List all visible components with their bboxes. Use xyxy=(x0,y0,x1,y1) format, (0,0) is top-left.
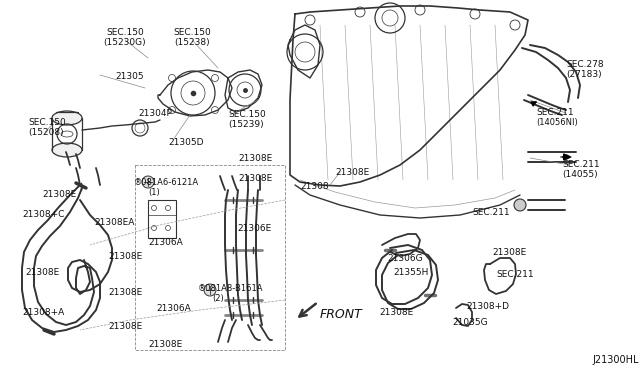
Text: 21308+A: 21308+A xyxy=(22,308,64,317)
Circle shape xyxy=(470,9,480,19)
Text: 21308E: 21308E xyxy=(42,190,76,199)
Text: SEC.278: SEC.278 xyxy=(566,60,604,69)
Text: 21306A: 21306A xyxy=(156,304,191,313)
Bar xyxy=(148,200,176,238)
Text: 21308E: 21308E xyxy=(379,308,413,317)
Ellipse shape xyxy=(52,111,82,125)
Text: 21308E: 21308E xyxy=(108,252,142,261)
Text: (15239): (15239) xyxy=(228,120,264,129)
Text: (2): (2) xyxy=(212,294,224,303)
Text: SEC.150: SEC.150 xyxy=(228,110,266,119)
Text: 21306E: 21306E xyxy=(237,224,271,233)
Text: 21308E: 21308E xyxy=(335,168,369,177)
Text: 21308+D: 21308+D xyxy=(466,302,509,311)
Circle shape xyxy=(355,7,365,17)
Text: (1): (1) xyxy=(148,188,160,197)
Text: FRONT: FRONT xyxy=(320,308,363,321)
Circle shape xyxy=(415,5,425,15)
Text: ®081A6-6121A: ®081A6-6121A xyxy=(134,178,199,187)
Text: SEC.211: SEC.211 xyxy=(496,270,534,279)
Text: 21308E: 21308E xyxy=(492,248,526,257)
Text: SEC.211: SEC.211 xyxy=(536,108,573,117)
Text: (27183): (27183) xyxy=(566,70,602,79)
Text: 21306A: 21306A xyxy=(148,238,183,247)
Text: 21308+C: 21308+C xyxy=(22,210,65,219)
Circle shape xyxy=(305,15,315,25)
Text: 21355H: 21355H xyxy=(393,268,428,277)
Text: 21308E: 21308E xyxy=(238,154,272,163)
Text: SEC.150: SEC.150 xyxy=(28,118,66,127)
Text: 21305: 21305 xyxy=(115,72,143,81)
Text: J21300HL: J21300HL xyxy=(592,355,639,365)
Circle shape xyxy=(142,176,154,188)
Text: SEC.211: SEC.211 xyxy=(562,160,600,169)
Circle shape xyxy=(514,199,526,211)
Text: 21308E: 21308E xyxy=(25,268,60,277)
Text: ®081A8-B161A: ®081A8-B161A xyxy=(198,284,264,293)
Text: 21308E: 21308E xyxy=(108,322,142,331)
Text: 21308: 21308 xyxy=(300,182,328,191)
Text: 21305D: 21305D xyxy=(168,138,204,147)
Ellipse shape xyxy=(52,143,82,157)
Text: (15208): (15208) xyxy=(28,128,63,137)
Circle shape xyxy=(204,284,216,296)
Text: 21308E: 21308E xyxy=(108,288,142,297)
Text: SEC.150: SEC.150 xyxy=(173,28,211,37)
Text: (15238): (15238) xyxy=(174,38,210,47)
Text: 21306G: 21306G xyxy=(387,254,422,263)
Text: 21308EA: 21308EA xyxy=(94,218,134,227)
Circle shape xyxy=(510,20,520,30)
Text: SEC.211: SEC.211 xyxy=(472,208,509,217)
Text: 21304P: 21304P xyxy=(138,109,172,118)
Text: (14056NI): (14056NI) xyxy=(536,118,578,127)
Text: 21035G: 21035G xyxy=(452,318,488,327)
Text: 21308E: 21308E xyxy=(238,174,272,183)
Text: 21308E: 21308E xyxy=(148,340,182,349)
Text: SEC.150: SEC.150 xyxy=(106,28,144,37)
Text: (15230G): (15230G) xyxy=(104,38,147,47)
Text: (14055): (14055) xyxy=(562,170,598,179)
